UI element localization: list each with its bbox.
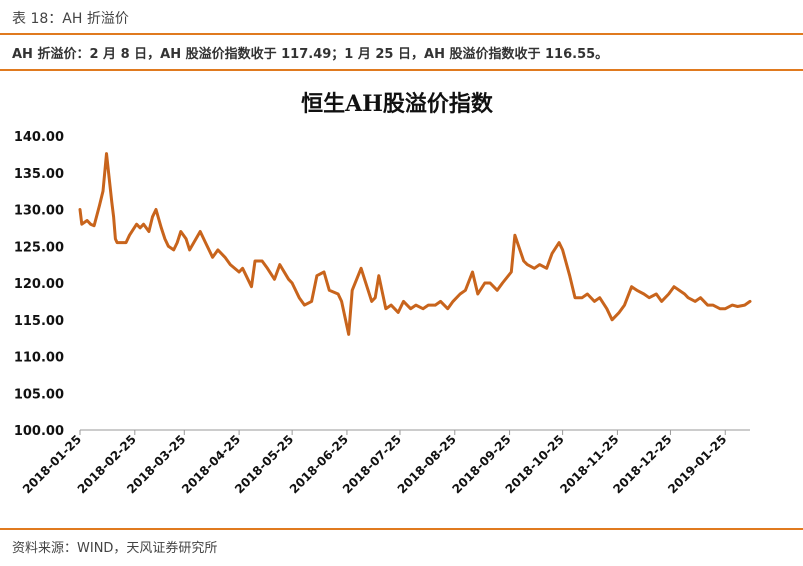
mid-divider [0,69,803,71]
chart: 恒生AH股溢价指数 100.00 105.00 110.00 115.00 120.00… [14,91,752,496]
x-axis: 2018-01-252018-02-252018-03-252018-04-25… [20,429,750,496]
x-tick-label: 2019-01-25 [665,432,729,496]
source-note: 资料来源：WIND，天风证券研究所 [12,541,218,556]
y-tick-label: 100.00 [14,424,64,439]
y-tick-label: 140.00 [14,130,64,145]
y-tick-label: 120.00 [14,277,64,292]
chart-title: 恒生AH股溢价指数 [301,91,494,117]
bottom-divider [0,528,803,530]
top-divider [0,33,803,35]
series-layer [78,152,752,336]
y-tick-label: 125.00 [14,240,64,255]
summary-text: AH 折溢价：2 月 8 日，AH 股溢价指数收于 117.49；1 月 25 … [12,47,609,62]
y-tick-label: 105.00 [14,387,64,402]
y-tick-label: 135.00 [14,167,64,182]
series-line-0 [78,152,752,336]
y-tick-label: 110.00 [14,351,64,366]
table-label: 表 18：AH 折溢价 [12,11,129,27]
y-axis: 100.00 105.00 110.00 115.00 120.00 125.00 130.… [14,130,64,439]
y-tick-label: 115.00 [14,314,64,329]
y-tick-label: 130.00 [14,204,64,219]
